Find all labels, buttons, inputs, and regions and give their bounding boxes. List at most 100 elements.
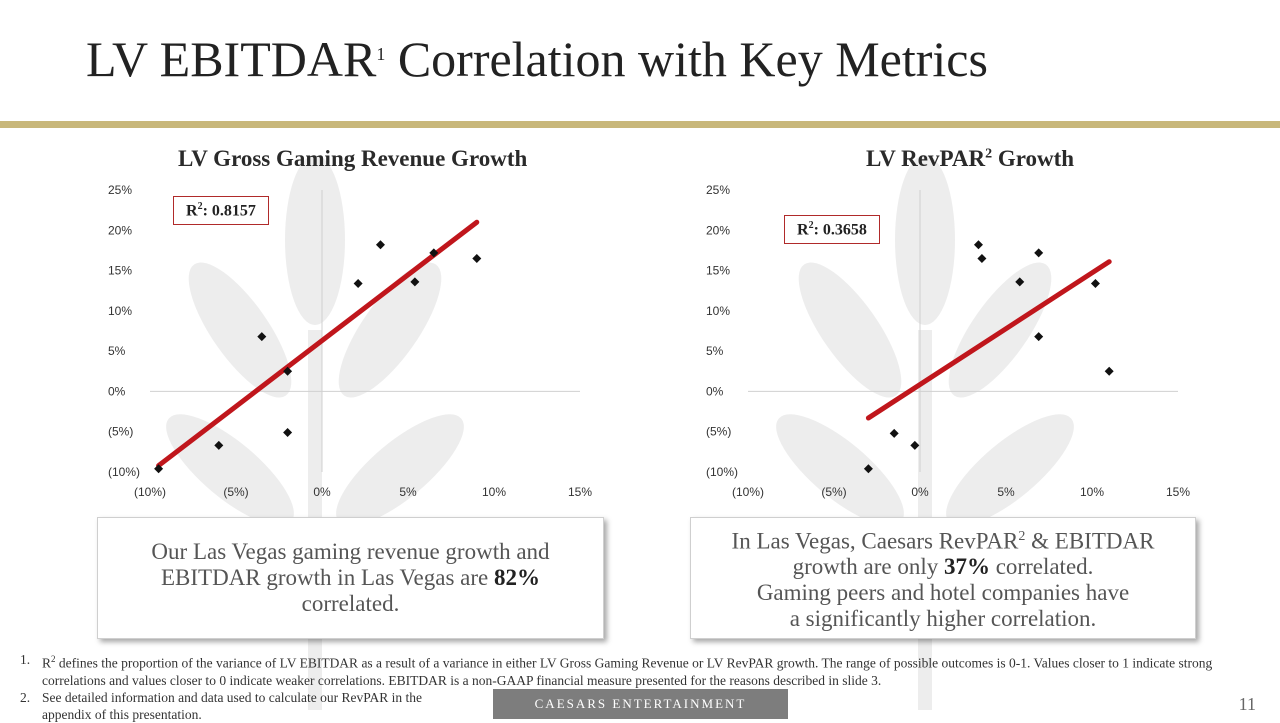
chart-title-revpar-rest: Growth: [992, 146, 1075, 171]
trendline: [865, 259, 1112, 421]
r2-gaming-r: R: [186, 202, 198, 220]
callout-gaming-line3: correlated.: [301, 591, 400, 616]
y-tick-label: 5%: [706, 344, 724, 358]
r2-gaming-value: : 0.8157: [202, 202, 256, 220]
r2-revpar-r: R: [797, 221, 809, 239]
footnote-1: 1. R2 defines the proportion of the vari…: [20, 651, 1260, 689]
y-tick-label: 0%: [706, 384, 724, 398]
x-tick-label: 15%: [1166, 485, 1190, 499]
x-tick-label: 0%: [313, 485, 331, 499]
footnote-1-num: 1.: [20, 652, 31, 667]
footnote-1-sup: 2: [51, 654, 56, 664]
scatter-chart-revpar: (10%) (5%) 0% 5% 10% 15% 20% 25% (10%) (5%) 0% 5% 10…: [706, 183, 1190, 499]
brand-name: CAESARS ENTERTAINMENT: [534, 696, 747, 711]
callout-gaming-line2a: EBITDAR growth in Las Vegas are: [160, 565, 494, 590]
data-point: [1034, 332, 1044, 342]
title-footnote-marker: 1: [376, 44, 386, 64]
y-tick-label: (10%): [108, 465, 140, 479]
x-tick-label: (5%): [821, 485, 846, 499]
scatter-chart-gaming: (10%) (5%) 0% 5% 10% 15% 20% 25% (10%) (5%) 0% 5% 10…: [108, 183, 592, 499]
x-tick-label: 5%: [399, 485, 417, 499]
x-tick-label: (5%): [223, 485, 248, 499]
page-title: LV EBITDAR1 Correlation with Key Metrics: [86, 30, 988, 88]
page-number: 11: [1238, 694, 1256, 714]
title-main: LV EBITDAR: [86, 31, 377, 87]
callout-revpar-line2c: correlated.: [989, 554, 1094, 580]
data-point: [283, 366, 293, 376]
footnote-1-pre: R: [42, 655, 52, 671]
callout-revpar-line4: a significantly higher correlation.: [789, 606, 1097, 632]
title-rest: Correlation with Key Metrics: [385, 31, 988, 87]
y-tick-label: 20%: [108, 223, 132, 237]
r2-label-gaming: R2: 0.8157: [173, 196, 269, 226]
data-point: [353, 278, 363, 288]
callout-gaming: Our Las Vegas gaming revenue growth and …: [97, 517, 604, 639]
y-tick-label: (5%): [706, 425, 731, 439]
trendline: [156, 219, 480, 469]
data-point: [214, 440, 224, 450]
callout-revpar-line1: In Las Vegas, Caesars RevPAR2 & EBITDAR: [691, 524, 1195, 555]
r2-revpar-value: : 0.3658: [813, 221, 867, 239]
footnote-1-body: defines the proportion of the variance o…: [42, 655, 1213, 688]
x-tick-label: 10%: [482, 485, 506, 499]
y-tick-label: 5%: [108, 344, 126, 358]
callout-gaming-line2: EBITDAR growth in Las Vegas are 82%: [98, 565, 603, 591]
data-point: [1034, 248, 1044, 258]
x-tick-label: 0%: [911, 485, 929, 499]
callout-revpar: In Las Vegas, Caesars RevPAR2 & EBITDAR …: [690, 517, 1196, 639]
footnote-2-text: See detailed information and data used t…: [42, 689, 423, 722]
data-point: [429, 248, 439, 258]
callout-revpar-pct: 37%: [943, 554, 990, 580]
y-tick-label: 25%: [108, 183, 132, 197]
data-point: [889, 428, 899, 438]
chart-title-gaming: LV Gross Gaming Revenue Growth: [178, 146, 528, 171]
callout-revpar-line2a: growth are only: [792, 554, 944, 580]
x-tick-label: (10%): [732, 485, 764, 499]
chart-title-revpar-sup: 2: [985, 146, 993, 162]
data-point: [973, 240, 983, 250]
y-tick-label: 15%: [706, 264, 730, 278]
callout-revpar-line1a: In Las Vegas, Caesars RevPAR: [731, 528, 1019, 554]
r2-gaming-sup: 2: [197, 201, 203, 212]
y-tick-label: 20%: [706, 223, 730, 237]
r2-label-revpar: R2: 0.3658: [784, 215, 880, 245]
x-tick-label: 5%: [997, 485, 1015, 499]
callout-revpar-line2: growth are only 37% correlated.: [691, 554, 1195, 580]
data-point: [863, 464, 873, 474]
data-point: [1015, 277, 1025, 287]
data-point: [472, 253, 482, 263]
x-tick-label: (10%): [134, 485, 166, 499]
callout-revpar-line3: Gaming peers and hotel companies have: [756, 580, 1130, 606]
r2-revpar-sup: 2: [808, 220, 814, 231]
callout-gaming-pct: 82%: [494, 565, 540, 590]
brand-footer: CAESARS ENTERTAINMENT: [493, 689, 788, 719]
chart-title-revpar-main: LV RevPAR: [866, 146, 986, 171]
chart-title-revpar: LV RevPAR2 Growth: [866, 146, 1074, 172]
y-tick-label: 0%: [108, 384, 126, 398]
callout-gaming-line1: Our Las Vegas gaming revenue growth and: [151, 539, 550, 564]
data-point: [257, 332, 267, 342]
y-tick-label: (5%): [108, 425, 133, 439]
footnote-1-text: R2 defines the proportion of the varianc…: [42, 651, 1260, 689]
y-tick-label: 25%: [706, 183, 730, 197]
y-tick-label: 10%: [706, 304, 730, 318]
title-divider: [0, 121, 1280, 128]
data-point: [977, 253, 987, 263]
callout-revpar-sup: 2: [1018, 528, 1026, 544]
y-tick-label: 10%: [108, 304, 132, 318]
y-tick-label: (10%): [706, 465, 738, 479]
footnote-2: 2. See detailed information and data use…: [20, 689, 460, 723]
x-tick-label: 10%: [1080, 485, 1104, 499]
y-tick-label: 15%: [108, 264, 132, 278]
data-point: [375, 240, 385, 250]
x-tick-label: 15%: [568, 485, 592, 499]
data-point: [154, 464, 164, 474]
data-point: [910, 440, 920, 450]
data-point: [283, 428, 293, 438]
data-point: [1104, 366, 1114, 376]
data-point: [410, 277, 420, 287]
footnote-2-num: 2.: [20, 689, 31, 705]
data-point: [1090, 278, 1100, 288]
callout-revpar-line1b: & EBITDAR: [1025, 528, 1155, 554]
footnotes: 1. R2 defines the proportion of the vari…: [20, 651, 1260, 723]
